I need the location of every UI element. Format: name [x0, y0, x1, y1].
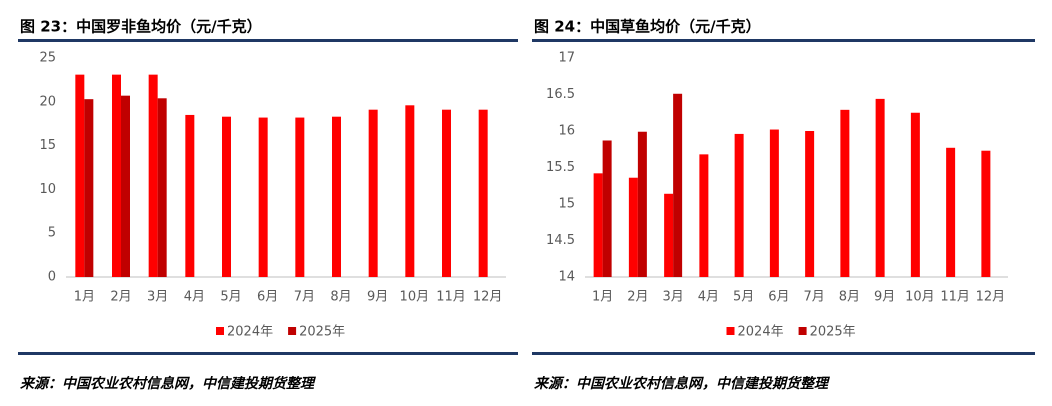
bar — [602, 140, 612, 277]
x-tick-label: 1月 — [74, 290, 95, 305]
bar — [628, 177, 638, 277]
x-tick-label: 5月 — [733, 290, 754, 305]
y-tick-label: 0 — [48, 270, 56, 285]
bar — [222, 116, 231, 277]
y-tick-label: 16.5 — [546, 87, 575, 102]
bottom-rule — [532, 352, 1035, 355]
y-tick-label: 15 — [39, 138, 56, 153]
bar — [185, 114, 195, 277]
x-tick-label: 9月 — [367, 290, 388, 305]
x-tick-label: 4月 — [184, 290, 205, 305]
x-tick-label: 8月 — [839, 290, 860, 305]
x-tick-label: 2月 — [627, 290, 648, 305]
bar — [981, 150, 991, 277]
bar — [734, 133, 744, 277]
bar — [805, 131, 815, 277]
bar — [112, 74, 121, 277]
legend-label: 2024年 — [227, 325, 273, 340]
source: 来源：中国农业农村信息网，中信建投期货整理 — [20, 375, 316, 392]
bar — [478, 109, 488, 278]
bar — [910, 112, 920, 277]
legend-swatch — [798, 327, 807, 335]
legend-label: 2025年 — [810, 325, 856, 340]
legend-swatch — [726, 327, 735, 335]
x-tick-label: 8月 — [330, 290, 351, 305]
bar — [332, 116, 341, 277]
y-tick-label: 10 — [39, 182, 56, 197]
bar — [157, 98, 167, 278]
legend-swatch — [216, 327, 224, 335]
bar — [258, 117, 268, 278]
bar — [405, 105, 415, 277]
bar — [875, 98, 885, 277]
bar — [946, 147, 956, 277]
bar — [295, 117, 305, 278]
x-tick-label: 11月 — [436, 290, 466, 305]
bar — [840, 109, 850, 277]
legend-swatch — [288, 327, 297, 335]
legend-label: 2025年 — [299, 325, 345, 340]
x-tick-label: 10月 — [905, 290, 935, 305]
bar — [368, 109, 378, 278]
x-tick-label: 3月 — [147, 290, 168, 305]
y-tick-label: 20 — [39, 94, 56, 109]
title-rule — [532, 39, 1035, 42]
y-tick-label: 16 — [558, 124, 575, 139]
y-tick-label: 15 — [558, 197, 575, 212]
y-tick-label: 14.5 — [546, 233, 575, 248]
x-tick-label: 1月 — [592, 290, 613, 305]
bar — [593, 173, 603, 277]
x-tick-label: 10月 — [400, 290, 430, 305]
bar — [769, 129, 779, 277]
x-tick-label: 7月 — [803, 290, 824, 305]
legend-label: 2024年 — [738, 325, 784, 340]
y-tick-label: 14 — [558, 270, 575, 285]
title-rule — [18, 39, 518, 42]
bar — [664, 193, 674, 277]
x-tick-label: 12月 — [976, 290, 1006, 305]
x-tick-label: 9月 — [874, 290, 895, 305]
bar — [699, 154, 709, 277]
bar — [84, 99, 94, 277]
bar — [637, 131, 647, 277]
x-tick-label: 2月 — [110, 290, 131, 305]
x-tick-label: 11月 — [940, 290, 970, 305]
bar — [442, 109, 451, 278]
x-tick-label: 4月 — [698, 290, 719, 305]
x-tick-label: 7月 — [294, 290, 315, 305]
x-tick-label: 6月 — [257, 290, 278, 305]
x-tick-label: 12月 — [473, 290, 503, 305]
bar — [121, 95, 130, 277]
y-tick-label: 5 — [48, 226, 56, 241]
chart-title: 图 24：中国草鱼均价（元/千克） — [534, 18, 761, 36]
source: 来源：中国农业农村信息网，中信建投期货整理 — [534, 375, 830, 392]
x-tick-label: 3月 — [662, 290, 683, 305]
x-tick-label: 5月 — [220, 290, 241, 305]
y-tick-label: 17 — [558, 51, 575, 66]
y-tick-label: 15.5 — [546, 160, 575, 175]
bar — [673, 93, 683, 278]
y-tick-label: 25 — [39, 51, 56, 66]
bar — [75, 74, 85, 277]
chart-title: 图 23：中国罗非鱼均价（元/千克） — [20, 18, 262, 36]
x-tick-label: 6月 — [768, 290, 789, 305]
bottom-rule — [18, 352, 518, 355]
bar — [148, 74, 158, 277]
